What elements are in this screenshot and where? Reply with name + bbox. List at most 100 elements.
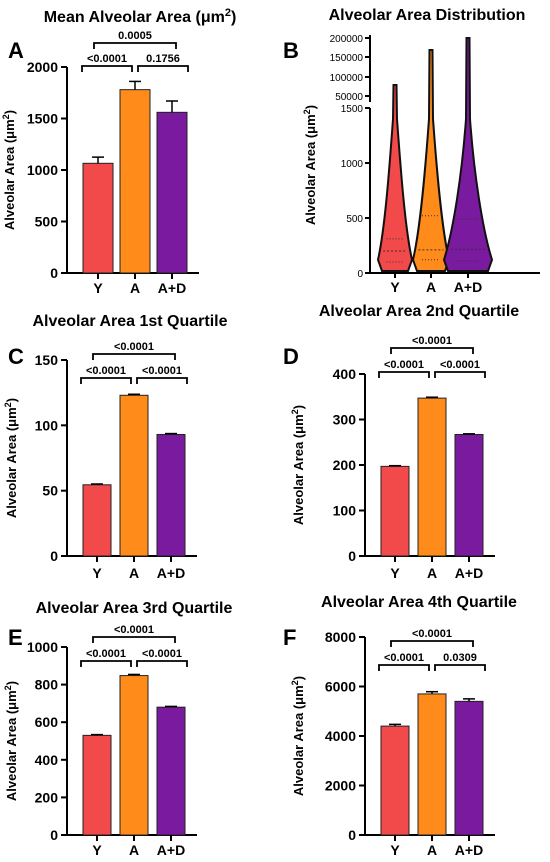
bar-a — [417, 397, 447, 557]
y-axis-label: Alveolar Area (μm2) — [290, 676, 306, 796]
p-value-label: 0.0005 — [118, 30, 152, 42]
x-tick-label: A — [427, 565, 437, 581]
bar-a — [119, 394, 149, 557]
x-tick-label: A — [130, 280, 140, 296]
significance-bracket — [434, 371, 486, 378]
chart-title: Alveolar Area 3rd Quartile — [36, 600, 233, 617]
p-value-label: <0.0001 — [384, 652, 424, 664]
y-axis-label: Alveolar Area (μm2) — [1, 110, 17, 230]
p-value-label: <0.0001 — [114, 624, 154, 636]
p-value-label: <0.0001 — [412, 628, 452, 640]
y-tick-label: 4000 — [325, 728, 356, 744]
y-tick-label: 800 — [35, 677, 59, 693]
bar-a-plus-d — [156, 706, 186, 836]
p-value-label: <0.0001 — [86, 648, 126, 660]
x-tick-label: A+D — [158, 280, 186, 296]
y-tick-label: 150 — [35, 352, 59, 368]
y-tick-label: 0 — [50, 827, 58, 843]
y-tick-label: 0 — [50, 265, 58, 281]
p-value-label: <0.0001 — [142, 648, 182, 660]
p-value-label: <0.0001 — [384, 359, 424, 371]
bar-y — [82, 484, 112, 557]
chart-title: Alveolar Area 4th Quartile — [321, 594, 517, 611]
p-value-label: <0.0001 — [114, 341, 154, 353]
panel-letter: A — [8, 38, 24, 63]
panel-b-distribution: Alveolar Area Distribution B Alveolar Area… — [283, 7, 540, 295]
bar-a — [417, 693, 447, 836]
y-tick-label: 8000 — [325, 629, 356, 645]
y-tick-label: 500 — [35, 214, 59, 230]
significance-bracket — [136, 660, 188, 667]
x-tick-label: A — [129, 842, 139, 858]
panel-letter: F — [283, 625, 296, 650]
y-tick-label: 50000 — [335, 92, 363, 103]
x-tick-label: Y — [93, 280, 103, 296]
y-tick-label: 6000 — [325, 679, 356, 695]
chart-title: Mean Alveolar Area (μm2) — [44, 7, 237, 26]
bar-a-plus-d — [454, 700, 484, 836]
panel-letter: D — [283, 344, 299, 369]
y-tick-label: 100 — [333, 503, 357, 519]
chart-title: Alveolar Area Distribution — [329, 7, 526, 24]
y-tick-label: 200 — [35, 789, 59, 805]
panel-letter: B — [283, 38, 299, 63]
y-tick-label: 400 — [35, 752, 59, 768]
significance-bracket — [81, 65, 133, 72]
y-axis-label: Alveolar Area (μm2) — [302, 105, 318, 225]
y-tick-label: 0 — [348, 827, 356, 843]
significance-bracket — [434, 664, 486, 671]
x-tick-label: Y — [390, 565, 400, 581]
significance-bracket — [92, 353, 176, 360]
x-tick-label: Y — [390, 279, 400, 295]
y-tick-label: 100 — [35, 417, 59, 433]
y-tick-label: 300 — [333, 412, 357, 428]
y-tick-label: 0 — [357, 269, 363, 280]
bar-y — [82, 162, 114, 274]
y-tick-label: 2000 — [27, 59, 58, 75]
significance-bracket — [390, 640, 474, 647]
y-tick-label: 200000 — [330, 34, 364, 45]
bar-y — [380, 465, 410, 557]
x-tick-label: A — [427, 842, 437, 858]
panel-c-first-quartile: Alveolar Area 1st Quartile C Alveolar Area… — [3, 313, 228, 581]
bar-y — [82, 734, 112, 836]
y-tick-label: 1500 — [341, 104, 364, 115]
p-value-label: <0.0001 — [412, 335, 452, 347]
y-tick-label: 500 — [346, 214, 363, 225]
panel-e-third-quartile: Alveolar Area 3rd Quartile E Alveolar Area… — [3, 600, 233, 858]
panel-a-mean-area: Mean Alveolar Area (μm2) A Alveolar Area (… — [1, 7, 237, 296]
panel-letter: E — [8, 625, 23, 650]
y-tick-label: 0 — [348, 548, 356, 564]
y-tick-label: 400 — [333, 366, 357, 382]
bar-a-plus-d — [156, 433, 186, 557]
p-value-label: 0.1756 — [146, 53, 180, 65]
y-tick-label: 200 — [333, 457, 357, 473]
chart-title: Alveolar Area 2nd Quartile — [319, 303, 519, 320]
y-axis-label: Alveolar Area (μm2) — [3, 681, 19, 801]
y-tick-label: 50 — [42, 483, 58, 499]
significance-bracket — [93, 42, 177, 49]
y-tick-label: 1000 — [27, 162, 58, 178]
panel-letter: C — [8, 344, 24, 369]
violin-y — [376, 84, 414, 272]
p-value-label: <0.0001 — [86, 365, 126, 377]
significance-bracket — [378, 371, 430, 378]
y-tick-label: 150000 — [330, 53, 364, 64]
y-tick-label: 0 — [50, 548, 58, 564]
significance-bracket — [80, 660, 132, 667]
chart-title: Alveolar Area 1st Quartile — [32, 313, 227, 330]
y-tick-label: 1000 — [341, 159, 364, 170]
violin-a-plus-d — [442, 37, 494, 272]
bar-a-plus-d — [156, 111, 188, 274]
p-value-label: 0.0309 — [443, 652, 477, 664]
x-tick-label: A+D — [455, 842, 483, 858]
significance-bracket — [390, 347, 474, 354]
significance-bracket — [92, 636, 176, 643]
panel-f-fourth-quartile: Alveolar Area 4th Quartile F Alveolar Area… — [283, 594, 517, 858]
significance-bracket — [136, 377, 188, 384]
significance-bracket — [137, 65, 189, 72]
y-tick-label: 1500 — [27, 111, 58, 127]
x-tick-label: A+D — [455, 565, 483, 581]
x-tick-label: A+D — [157, 565, 185, 581]
significance-bracket — [80, 377, 132, 384]
